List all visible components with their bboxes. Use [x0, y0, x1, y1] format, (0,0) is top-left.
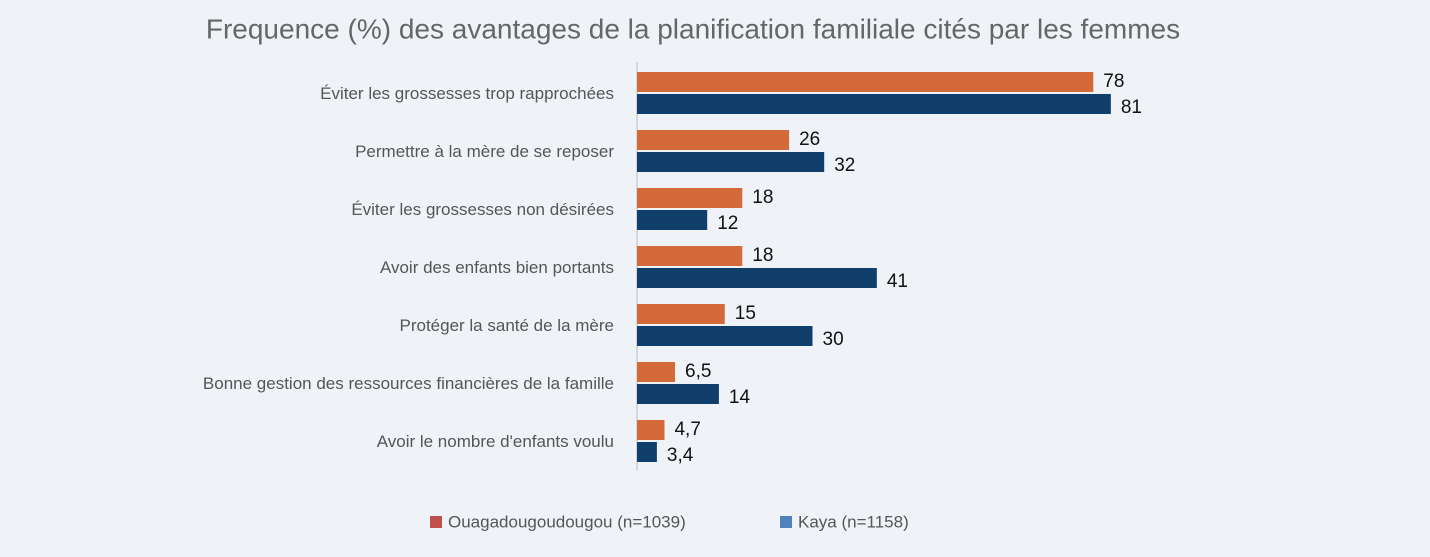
category-text: Avoir des enfants bien portants [379, 258, 614, 277]
bar [637, 94, 1111, 114]
category-text: Avoir le nombre d'enfants voulu [376, 432, 614, 451]
value-label: 26 [799, 129, 820, 150]
bar [637, 442, 657, 462]
chart-title: Frequence (%) des avantages de la planif… [206, 13, 1180, 44]
bar [637, 362, 676, 382]
category-label: Protéger la santé de la mère [144, 296, 614, 356]
category-label: Permettre à la mère de se reposer [144, 122, 614, 182]
category-text: Bonne gestion des ressources financières… [202, 374, 614, 393]
value-label: 30 [823, 329, 844, 350]
category-label: Avoir le nombre d'enfants voulu [144, 412, 614, 472]
category-text: Éviter les grossesses non désirées [351, 200, 614, 219]
value-label: 14 [729, 387, 751, 408]
value-label: 18 [752, 187, 773, 208]
bar [637, 326, 813, 346]
category-text: Éviter les grossesses trop rapprochées [320, 84, 614, 103]
bar [637, 210, 708, 230]
category-text: Protéger la santé de la mère [399, 316, 614, 335]
legend-label: Kaya (n=1158) [798, 512, 909, 531]
legend-swatch [430, 516, 442, 528]
value-label: 81 [1121, 97, 1142, 118]
value-label: 6,5 [685, 361, 711, 382]
value-label: 15 [735, 303, 756, 324]
value-label: 4,7 [674, 419, 700, 440]
bar [637, 304, 725, 324]
bar [637, 268, 877, 288]
value-label: 32 [834, 155, 855, 176]
bar [637, 384, 719, 404]
bar [637, 72, 1094, 92]
value-label: 12 [717, 213, 738, 234]
value-label: 18 [752, 245, 773, 266]
category-label: Avoir des enfants bien portants [144, 238, 614, 298]
legend-swatch [780, 516, 792, 528]
bar [637, 130, 790, 150]
value-label: 3,4 [667, 445, 694, 466]
value-label: 78 [1103, 71, 1124, 92]
category-text: Permettre à la mère de se reposer [355, 142, 614, 161]
bar [637, 246, 743, 266]
bar [637, 152, 825, 172]
bar [637, 420, 665, 440]
value-label: 41 [887, 271, 908, 292]
category-label: Éviter les grossesses trop rapprochées [144, 64, 614, 124]
legend-label: Ouagadougoudougou (n=1039) [448, 512, 686, 531]
bar [637, 188, 743, 208]
category-label: Bonne gestion des ressources financières… [144, 354, 614, 414]
category-label: Éviter les grossesses non désirées [144, 180, 614, 240]
